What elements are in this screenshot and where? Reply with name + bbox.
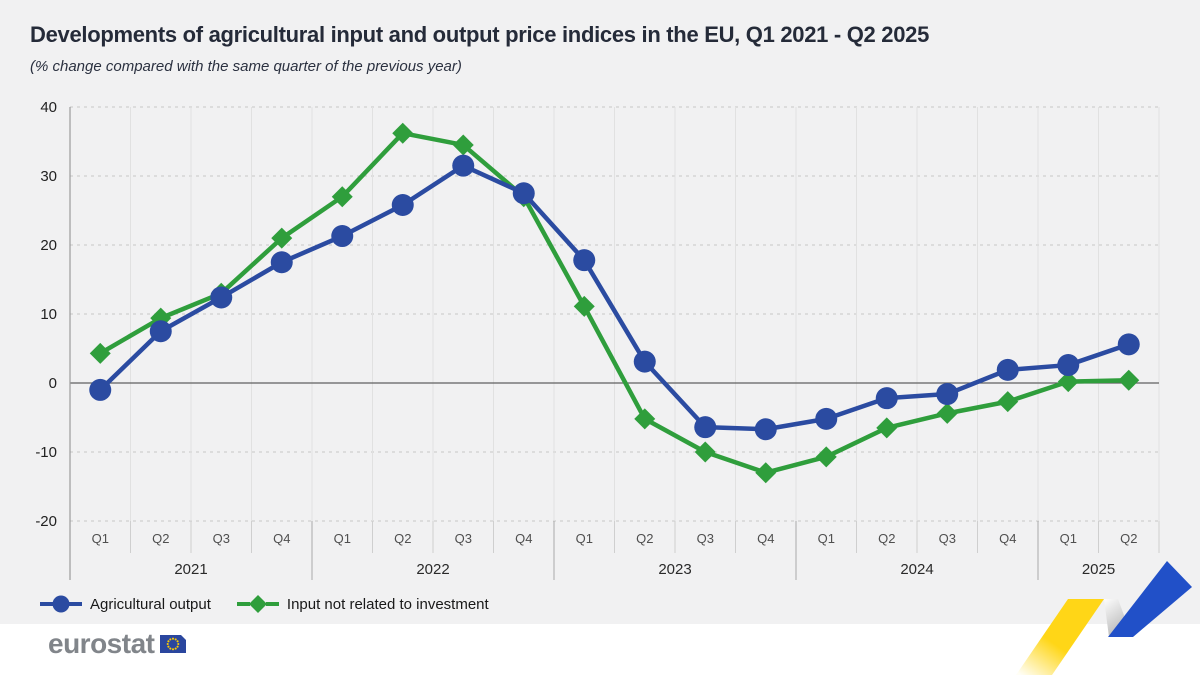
data-point-agricultural-output-6[interactable] [452, 154, 475, 177]
y-tick-label--20: -20 [35, 513, 57, 530]
chart-legend: Agricultural output Input not related to… [40, 594, 489, 614]
data-point-agricultural-output-4[interactable] [331, 225, 354, 248]
year-label-2023: 2023 [658, 561, 691, 578]
data-point-input-not-related-to-investment-17[interactable] [1118, 369, 1140, 391]
eu-flag-field [160, 635, 187, 653]
x-tick-label-2024-Q2: Q2 [878, 531, 895, 546]
data-point-input-not-related-to-investment-6[interactable] [452, 134, 474, 156]
data-point-agricultural-output-17[interactable] [1117, 333, 1140, 356]
eu-flag-star [177, 640, 180, 643]
eu-flag-star [167, 642, 170, 646]
x-tick-label-2024-Q4: Q4 [999, 531, 1016, 546]
year-label-2021: 2021 [174, 561, 207, 578]
x-tick-label-2023-Q2: Q2 [636, 531, 653, 546]
data-point-agricultural-output-10[interactable] [694, 416, 717, 439]
x-tick-label-2024-Q1: Q1 [818, 531, 835, 546]
data-point-input-not-related-to-investment-11[interactable] [755, 462, 777, 484]
data-point-input-not-related-to-investment-10[interactable] [694, 441, 716, 463]
data-point-input-not-related-to-investment-14[interactable] [936, 402, 958, 424]
x-tick-label-2022-Q4: Q4 [515, 531, 532, 546]
eu-flag-star [175, 638, 178, 641]
chart-subtitle: (% change compared with the same quarter… [30, 58, 462, 75]
eu-flag-corner-fold [181, 635, 187, 640]
y-tick-label--10: -10 [35, 444, 57, 461]
data-point-agricultural-output-0[interactable] [89, 378, 112, 401]
x-tick-label-2021-Q1: Q1 [92, 531, 109, 546]
data-point-agricultural-output-13[interactable] [875, 387, 898, 410]
y-tick-label-20: 20 [40, 237, 57, 254]
y-tick-label-0: 0 [49, 375, 57, 392]
eu-flag-star [177, 645, 180, 648]
eu-flag-star [169, 647, 172, 650]
x-tick-label-2025-Q1: Q1 [1060, 531, 1077, 546]
eurostat-logo[interactable]: eurostat [48, 628, 187, 659]
data-point-agricultural-output-12[interactable] [815, 407, 838, 430]
data-point-agricultural-output-16[interactable] [1057, 354, 1080, 377]
y-tick-label-30: 30 [40, 168, 57, 185]
legend-item-agricultural-output[interactable]: Agricultural output [40, 594, 211, 614]
eurostat-ribbon-graphic [1016, 561, 1192, 675]
ribbon-blue-band [1108, 561, 1192, 637]
data-point-agricultural-output-3[interactable] [270, 251, 293, 274]
price-indices-line-chart: -20 -10 0 10 20 30 40 Q1 Q2 Q3 Q4 2021 Q1 Q2 Q3 Q4 2022 Q… [35, 99, 1160, 580]
data-point-input-not-related-to-investment-4[interactable] [331, 186, 353, 208]
legend-item-input-not-investment[interactable]: Input not related to investment [236, 594, 489, 614]
eu-flag-star [175, 647, 178, 650]
eu-flag-star [177, 642, 180, 646]
data-point-agricultural-output-9[interactable] [633, 350, 656, 373]
data-point-input-not-related-to-investment-5[interactable] [392, 122, 414, 144]
x-tick-label-2021-Q4: Q4 [273, 531, 290, 546]
data-point-input-not-related-to-investment-8[interactable] [573, 295, 595, 317]
data-point-agricultural-output-7[interactable] [512, 182, 535, 205]
data-point-agricultural-output-14[interactable] [936, 383, 959, 406]
y-tick-label-40: 40 [40, 99, 57, 116]
data-point-input-not-related-to-investment-12[interactable] [815, 446, 837, 468]
x-tick-label-2025-Q2: Q2 [1120, 531, 1137, 546]
year-label-2022: 2022 [416, 561, 449, 578]
series-input-not-related-to-investment-line [98, 130, 1131, 475]
chart-title: Developments of agricultural input and o… [30, 22, 930, 47]
legend-label-input-not-investment: Input not related to investment [286, 595, 489, 613]
data-point-input-not-related-to-investment-3[interactable] [271, 227, 293, 249]
eu-flag-icon [160, 635, 187, 653]
x-tick-label-2022-Q3: Q3 [455, 531, 472, 546]
y-tick-label-10: 10 [40, 306, 57, 323]
data-point-agricultural-output-11[interactable] [754, 418, 777, 441]
eu-flag-star [172, 637, 175, 640]
legend-circle-marker-icon [40, 595, 82, 613]
data-point-input-not-related-to-investment-0[interactable] [89, 342, 111, 364]
x-tick-label-2022-Q2: Q2 [394, 531, 411, 546]
legend-diamond-glyph [248, 595, 267, 613]
data-point-input-not-related-to-investment-15[interactable] [997, 391, 1019, 413]
x-tick-label-2021-Q3: Q3 [213, 531, 230, 546]
ribbon-yellow-band [1016, 599, 1104, 675]
x-tick-label-2021-Q2: Q2 [152, 531, 169, 546]
data-point-agricultural-output-2[interactable] [210, 286, 233, 309]
data-point-agricultural-output-1[interactable] [149, 320, 172, 343]
eu-flag-star [172, 648, 175, 651]
legend-label-agricultural-output: Agricultural output [90, 595, 211, 613]
year-label-2025: 2025 [1082, 561, 1115, 578]
x-tick-label-2023-Q3: Q3 [697, 531, 714, 546]
x-tick-label-2024-Q3: Q3 [939, 531, 956, 546]
x-tick-label-2023-Q1: Q1 [576, 531, 593, 546]
eu-flag-star [167, 645, 170, 648]
eurostat-wordmark: eurostat [48, 628, 155, 659]
x-tick-label-2022-Q1: Q1 [334, 531, 351, 546]
eu-flag-star [167, 640, 170, 643]
data-point-agricultural-output-15[interactable] [996, 358, 1019, 381]
year-label-2024: 2024 [900, 561, 933, 578]
legend-diamond-marker-icon [236, 595, 279, 613]
data-point-input-not-related-to-investment-9[interactable] [634, 408, 656, 430]
data-point-agricultural-output-8[interactable] [573, 249, 596, 272]
data-point-input-not-related-to-investment-13[interactable] [876, 417, 898, 439]
legend-circle-glyph [52, 595, 70, 613]
x-tick-label-2023-Q4: Q4 [757, 531, 774, 546]
data-point-input-not-related-to-investment-16[interactable] [1057, 371, 1079, 393]
data-point-agricultural-output-5[interactable] [391, 193, 414, 216]
eu-flag-star [169, 638, 172, 641]
chart-background [0, 0, 1200, 624]
